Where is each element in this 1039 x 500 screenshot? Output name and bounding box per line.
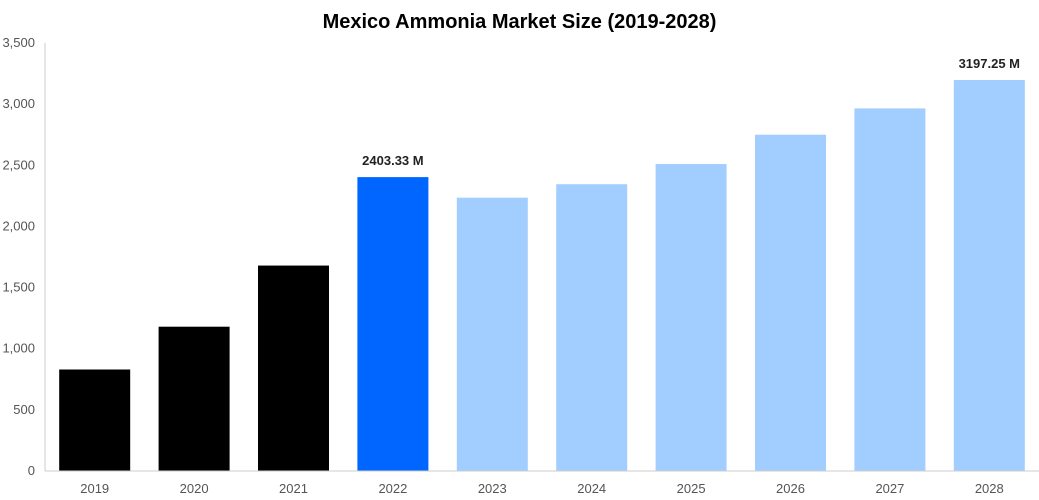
y-tick-label: 0: [28, 463, 35, 478]
x-tick-label: 2022: [378, 481, 407, 496]
data-label-2028: 3197.25 M: [959, 56, 1020, 71]
y-tick-label: 2,500: [2, 157, 35, 172]
bars-group: [59, 80, 1025, 472]
x-tick-label: 2019: [80, 481, 109, 496]
bar-2022: [357, 177, 429, 472]
bar-2027: [854, 108, 926, 472]
y-tick-label: 3,500: [2, 35, 35, 50]
bar-2024: [556, 184, 628, 472]
data-labels-group: 2403.33 M 3197.25 M: [362, 56, 1020, 168]
y-tick-label: 3,000: [2, 96, 35, 111]
x-tick-label: 2024: [577, 481, 606, 496]
x-tick-label: 2023: [478, 481, 507, 496]
y-tick-label: 1,500: [2, 280, 35, 295]
data-label-2022: 2403.33 M: [362, 153, 423, 168]
bar-2019: [59, 369, 131, 471]
y-tick-label: 500: [13, 402, 35, 417]
y-tick-label: 2,000: [2, 218, 35, 233]
x-tick-label: 2021: [279, 481, 308, 496]
y-tick-label: 1,000: [2, 341, 35, 356]
x-tick-label: 2027: [875, 481, 904, 496]
y-axis: 0 500 1,000 1,500 2,000 2,500 3,000 3,500: [2, 35, 46, 478]
bar-2025: [655, 164, 727, 471]
bar-2028: [953, 80, 1025, 471]
x-tick-label: 2025: [677, 481, 706, 496]
x-axis: 2019 2020 2021 2022 2023 2024 2025 2026 2027 2028: [45, 470, 1039, 496]
bar-2021: [258, 265, 329, 471]
bar-2023: [456, 197, 528, 472]
x-tick-label: 2026: [776, 481, 805, 496]
bar-2020: [158, 326, 230, 471]
bar-2026: [755, 134, 826, 471]
x-tick-label: 2028: [975, 481, 1004, 496]
chart-title: Mexico Ammonia Market Size (2019-2028): [323, 11, 717, 33]
x-tick-label: 2020: [180, 481, 209, 496]
